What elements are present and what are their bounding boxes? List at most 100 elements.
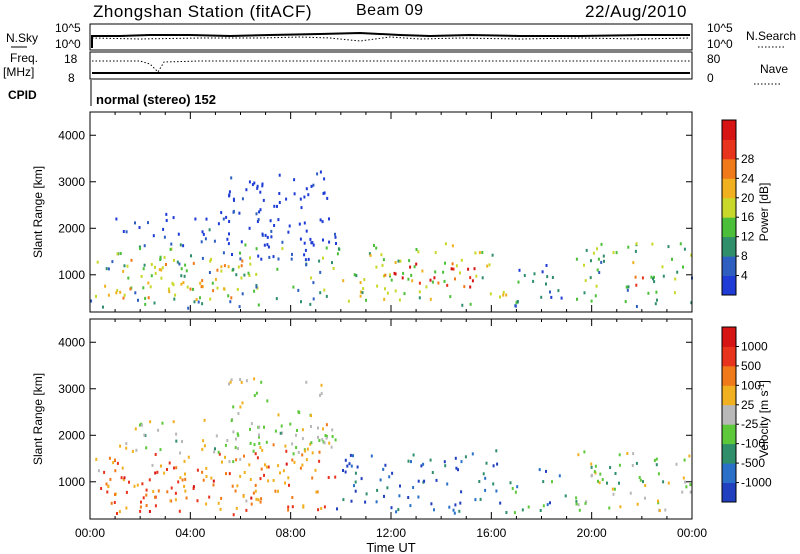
range-cell — [635, 242, 638, 246]
range-cell — [143, 244, 146, 248]
range-cell — [384, 463, 387, 467]
range-cell — [149, 420, 152, 424]
range-cell — [145, 488, 148, 492]
range-cell — [236, 432, 239, 436]
range-cell — [230, 176, 233, 180]
range-cell — [152, 490, 155, 493]
range-cell — [236, 287, 239, 291]
range-cell — [263, 243, 266, 247]
range-cell — [310, 414, 312, 418]
range-cell — [125, 446, 128, 450]
range-cell — [627, 245, 630, 249]
range-cell — [140, 500, 142, 504]
range-cell — [301, 463, 304, 467]
range-cell — [318, 459, 321, 463]
range-cell — [255, 212, 258, 216]
range-cell — [268, 255, 271, 259]
range-cell — [259, 208, 262, 212]
range-cell — [227, 294, 230, 298]
range-cell — [192, 287, 194, 291]
range-cell — [172, 216, 175, 220]
colorbar-tick-label: 28 — [741, 152, 755, 166]
range-cell — [116, 289, 119, 292]
range-cell — [492, 482, 495, 486]
range-cell — [276, 204, 278, 208]
range-cell — [105, 267, 108, 271]
range-cell — [276, 267, 279, 271]
range-cell — [362, 287, 365, 291]
range-cell — [608, 506, 611, 510]
range-cell — [454, 277, 456, 281]
range-cell — [184, 489, 187, 493]
range-cell — [282, 469, 285, 473]
range-cell — [179, 243, 182, 247]
range-cell — [489, 292, 492, 296]
range-cell — [235, 458, 238, 462]
range-cell — [545, 282, 547, 286]
range-cell — [228, 382, 230, 386]
colorbar-tick-label: 8 — [741, 249, 748, 263]
range-cell — [111, 260, 114, 264]
range-cell — [451, 262, 454, 266]
range-cell — [266, 399, 269, 403]
range-cell — [249, 256, 251, 260]
range-cell — [297, 450, 300, 454]
range-cell — [134, 427, 137, 431]
range-cell — [123, 293, 126, 297]
range-cell — [175, 466, 178, 470]
range-cell — [183, 459, 186, 463]
range-cell — [256, 456, 259, 460]
range-cell — [228, 220, 231, 223]
range-cell — [178, 262, 181, 266]
range-cell — [184, 477, 187, 481]
range-cell — [192, 487, 195, 490]
range-cell — [187, 306, 190, 310]
range-cell — [307, 257, 310, 261]
range-cell — [634, 275, 637, 279]
range-cell — [641, 276, 644, 280]
range-cell — [235, 437, 237, 441]
range-cell — [240, 276, 243, 280]
range-cell — [305, 380, 308, 384]
range-cell — [122, 269, 125, 273]
range-cell — [285, 449, 288, 453]
nave-tick-bottom: 0 — [707, 71, 714, 85]
range-cell — [328, 240, 331, 244]
range-cell — [564, 494, 567, 498]
range-cell — [292, 285, 295, 289]
range-cell — [584, 279, 587, 283]
range-cell — [369, 253, 372, 257]
colorbar-tick-label: -25 — [741, 417, 759, 431]
range-cell — [542, 480, 545, 484]
range-cell — [103, 470, 106, 474]
range-cell — [254, 489, 257, 493]
range-cell — [310, 184, 313, 188]
range-cell — [365, 298, 367, 302]
range-cell — [575, 257, 578, 261]
range-cell — [397, 259, 400, 263]
range-cell — [223, 264, 226, 268]
range-cell — [415, 248, 418, 251]
range-cell — [323, 177, 326, 181]
range-cell — [676, 270, 679, 274]
range-cell — [336, 252, 339, 256]
range-cell — [259, 190, 262, 194]
range-cell — [576, 297, 578, 301]
range-cell — [114, 493, 116, 496]
range-cell — [270, 229, 273, 233]
range-cell — [196, 468, 199, 472]
range-cell — [259, 446, 262, 449]
range-cell — [153, 301, 156, 305]
range-cell — [288, 483, 290, 487]
range-cell — [334, 232, 336, 236]
range-cell — [199, 296, 201, 300]
colorbar-segment — [722, 139, 736, 160]
range-cell — [275, 297, 278, 301]
range-cell — [590, 259, 592, 263]
range-cell — [365, 492, 368, 496]
range-cell — [398, 298, 401, 302]
range-cell — [514, 304, 517, 308]
range-cell — [317, 435, 319, 439]
range-cell — [171, 281, 174, 285]
range-cell — [352, 454, 354, 458]
